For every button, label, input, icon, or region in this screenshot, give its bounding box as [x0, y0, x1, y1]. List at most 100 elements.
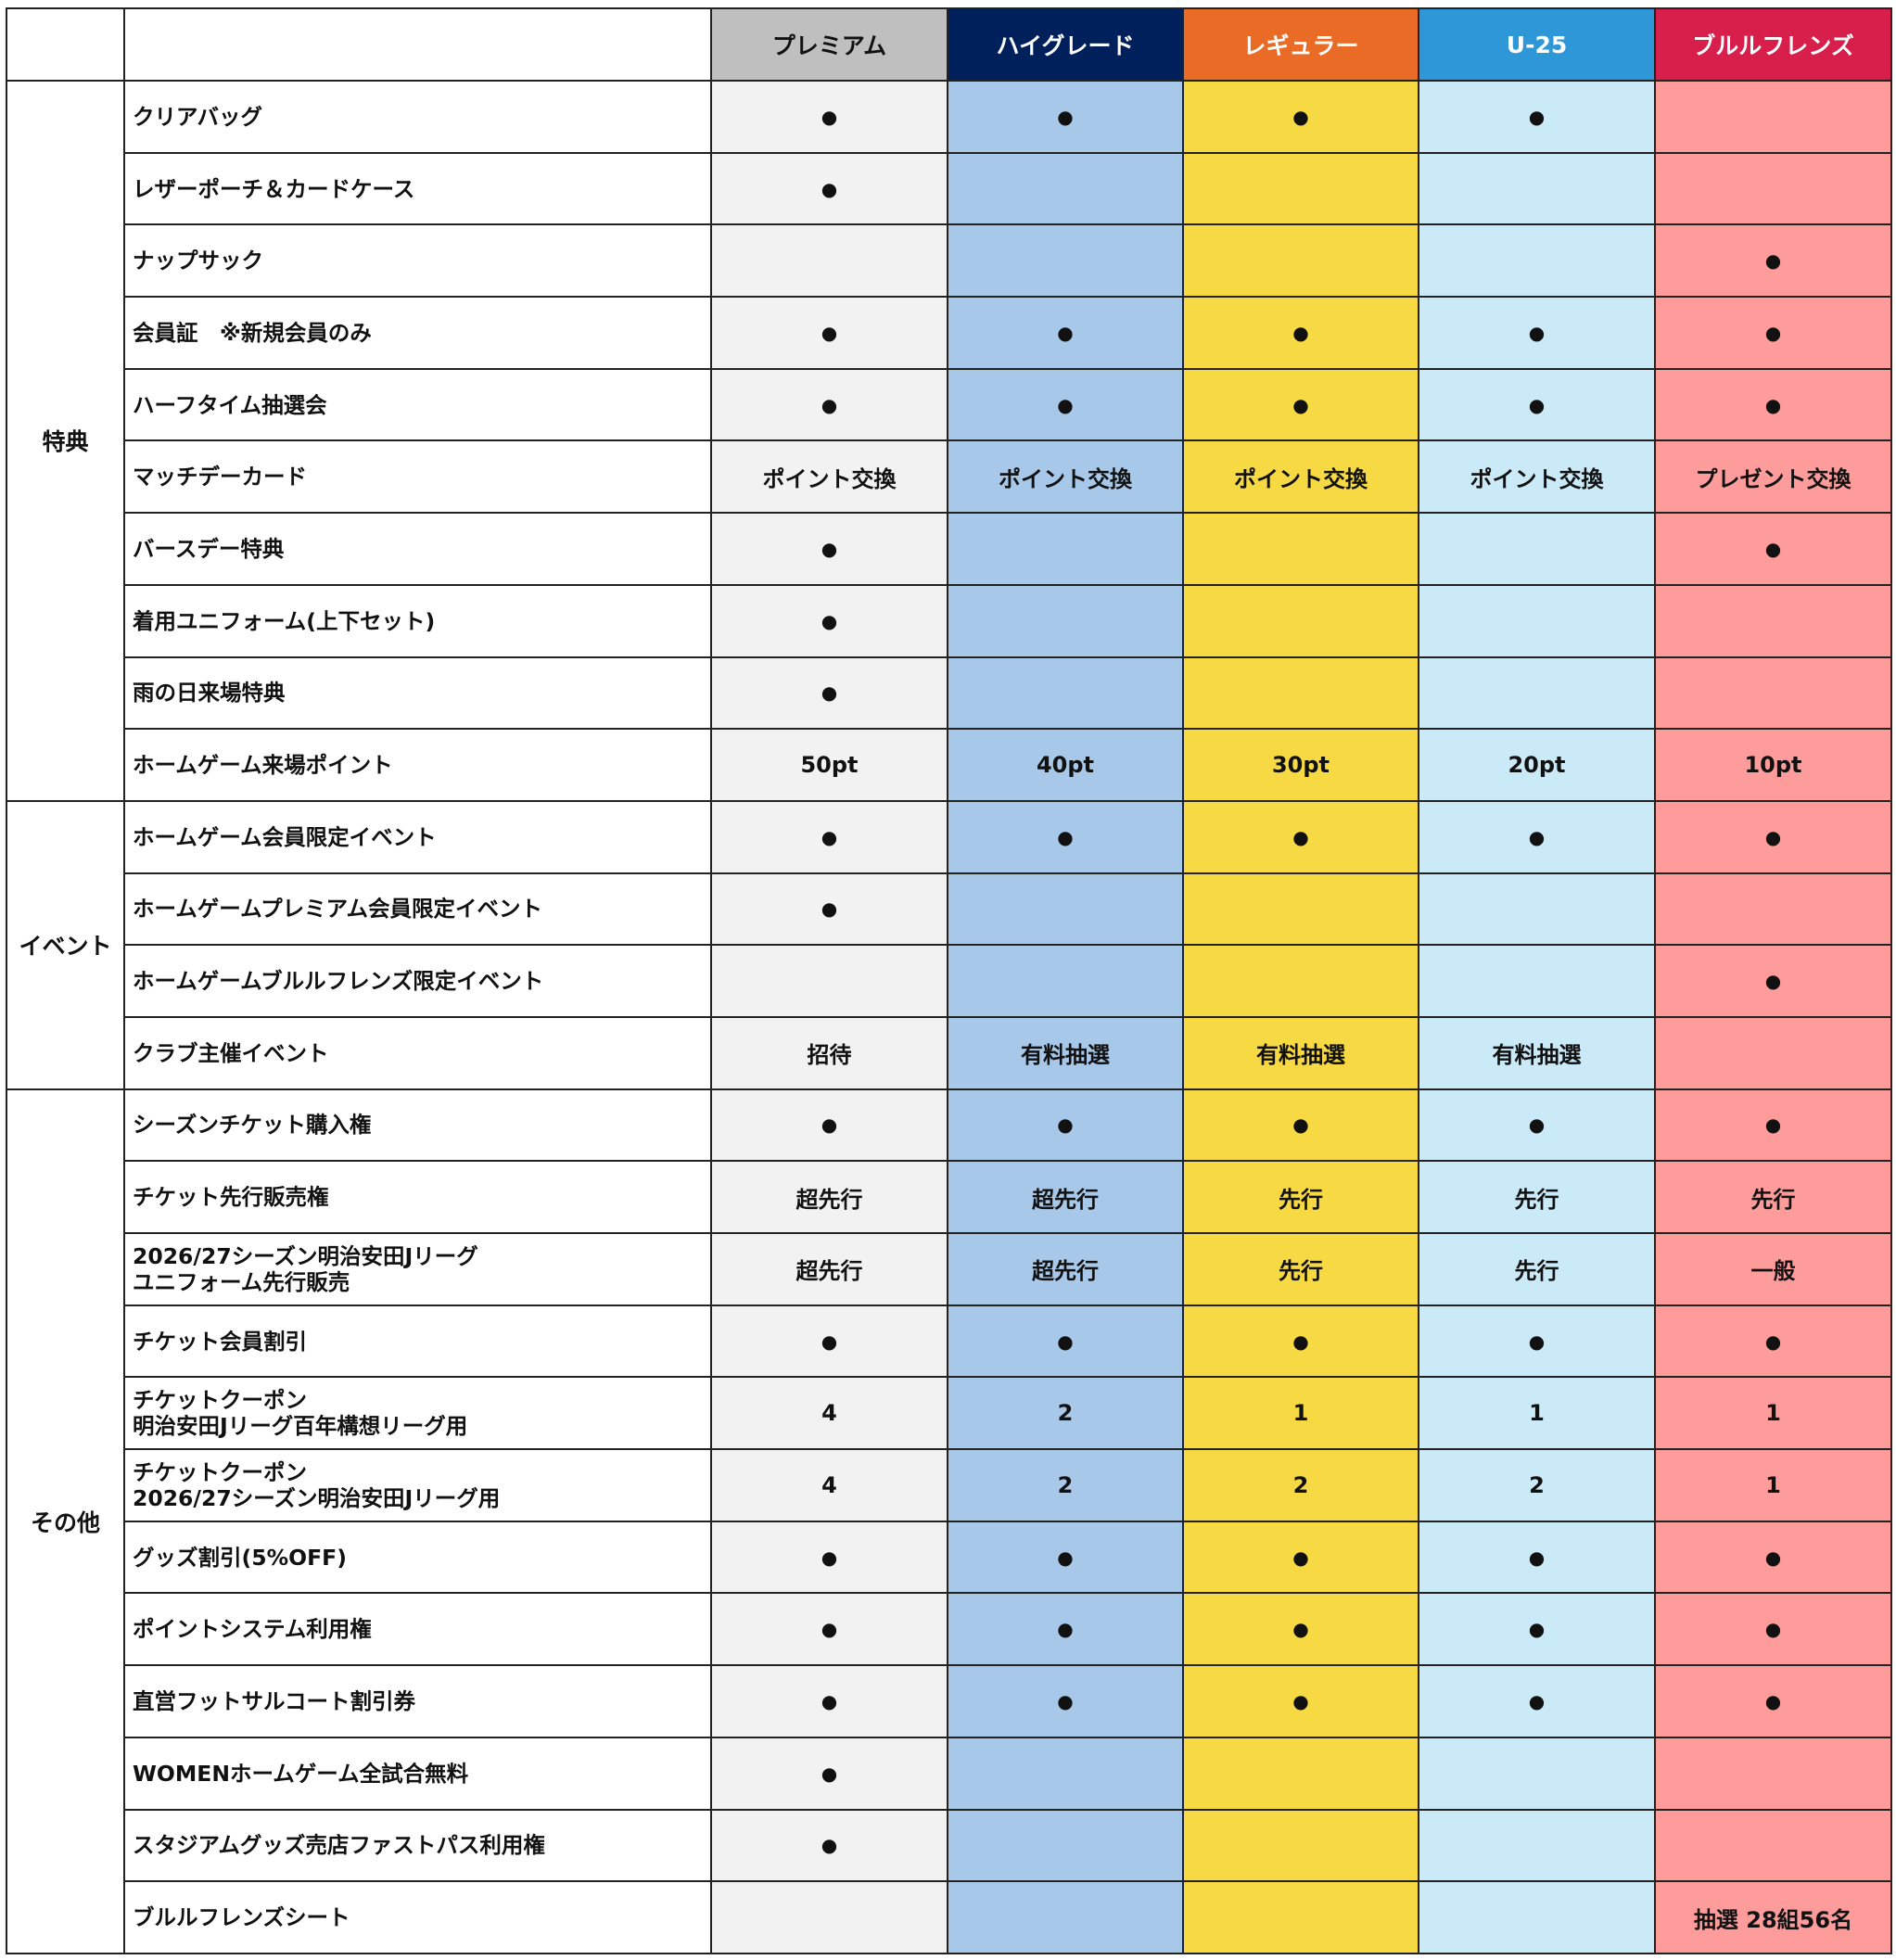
benefit-value: ●	[947, 1304, 1184, 1379]
benefit-label: ホームゲームプレミアム会員限定イベント	[123, 872, 712, 947]
benefit-value	[1654, 872, 1892, 947]
benefit-value: ●	[1418, 80, 1656, 154]
benefit-value: 10pt	[1654, 728, 1892, 802]
benefit-value: ポイント交換	[710, 439, 948, 515]
benefit-value: ●	[1418, 296, 1656, 370]
benefit-label: ナップサック	[123, 223, 712, 299]
table-row: ナップサック ●	[6, 223, 1892, 299]
benefit-value: ●	[710, 1592, 948, 1667]
benefit-value	[1182, 1880, 1419, 1954]
benefit-value: ●	[1654, 1592, 1892, 1667]
benefit-value: ●	[1418, 1088, 1656, 1163]
tier-header-1: ハイグレード	[947, 7, 1184, 82]
benefit-value	[1654, 655, 1892, 731]
benefit-value: ●	[710, 655, 948, 731]
benefit-label: マッチデーカード	[123, 439, 712, 515]
benefit-value: ●	[710, 512, 948, 586]
benefit-value	[1418, 1736, 1656, 1811]
benefit-value: 2	[1418, 1448, 1656, 1522]
benefit-value: ●	[710, 1520, 948, 1595]
benefit-value: 先行	[1182, 1160, 1419, 1234]
benefit-value: 40pt	[947, 728, 1184, 802]
table-row: 着用ユニフォーム(上下セット) ●	[6, 583, 1892, 658]
benefit-value: ●	[1182, 1592, 1419, 1667]
benefit-value: ●	[710, 1736, 948, 1811]
benefit-value: ●	[947, 80, 1184, 154]
benefit-value: ●	[947, 1520, 1184, 1595]
benefit-value: ●	[710, 80, 948, 154]
benefit-value: ●	[1182, 296, 1419, 370]
benefit-value: ●	[1654, 512, 1892, 586]
benefit-value	[1418, 944, 1656, 1018]
benefit-label: バースデー特典	[123, 512, 712, 586]
benefit-value: ●	[710, 1088, 948, 1163]
table-row: 特典 クリアバッグ ● ● ● ●	[6, 80, 1892, 802]
table-row: 直営フットサルコート割引券 ● ● ● ● ●	[6, 1664, 1892, 1738]
benefit-value: ●	[1182, 799, 1419, 874]
table-row: チケット会員割引 ● ● ● ● ●	[6, 1304, 1892, 1379]
benefit-value	[710, 223, 948, 299]
benefit-value: ●	[710, 1664, 948, 1738]
benefit-label: クリアバッグ	[123, 80, 712, 154]
benefit-value: プレゼント交換	[1654, 439, 1892, 515]
benefit-value: 超先行	[947, 1232, 1184, 1306]
table-row: チケットクーポン 明治安田Jリーグ百年構想リーグ用 4 2 1 1 1	[6, 1376, 1892, 1451]
benefit-value: 2	[1182, 1448, 1419, 1522]
benefit-value: ●	[710, 367, 948, 442]
benefit-value: ポイント交換	[1418, 439, 1656, 515]
table-row: クラブ主催イベント 招待 有料抽選 有料抽選 有料抽選	[6, 1015, 1892, 1090]
benefit-value: ●	[1182, 1520, 1419, 1595]
benefit-value: ●	[1182, 80, 1419, 154]
benefit-label: ポイントシステム利用権	[123, 1592, 712, 1667]
benefit-value: 4	[710, 1376, 948, 1451]
benefit-value	[947, 655, 1184, 731]
table-row: ホームゲーム来場ポイント 50pt 40pt 30pt 20pt 10pt	[6, 728, 1892, 802]
tier-header-4: ブルルフレンズ	[1654, 7, 1892, 82]
header-row: プレミアム ハイグレード レギュラー U-25 ブルルフレンズ	[6, 7, 1892, 82]
benefit-value: ●	[947, 799, 1184, 874]
benefit-label: スタジアムグッズ売店ファストパス利用権	[123, 1808, 712, 1883]
benefit-value: 有料抽選	[1418, 1015, 1656, 1090]
benefit-value: ●	[1182, 1664, 1419, 1738]
group-label: その他	[6, 1088, 125, 1954]
benefit-value: 1	[1418, 1376, 1656, 1451]
benefit-value	[1654, 1808, 1892, 1883]
benefit-value: ●	[710, 151, 948, 226]
benefit-value: 超先行	[710, 1160, 948, 1234]
benefit-value: ●	[947, 296, 1184, 370]
benefit-value: 有料抽選	[1182, 1015, 1419, 1090]
benefit-value	[1182, 151, 1419, 226]
table-row: バースデー特典 ● ●	[6, 512, 1892, 586]
benefit-value: 4	[710, 1448, 948, 1522]
benefit-label: 2026/27シーズン明治安田Jリーグ ユニフォーム先行販売	[123, 1232, 712, 1306]
table-body: 特典 クリアバッグ ● ● ● ● レザーポーチ＆カードケース ● ナップサック ● 会員証 ※新規…	[6, 80, 1892, 1954]
table-row: レザーポーチ＆カードケース ●	[6, 151, 1892, 226]
benefit-label: WOMENホームゲーム全試合無料	[123, 1736, 712, 1811]
benefit-value: 先行	[1418, 1160, 1656, 1234]
benefit-value: ●	[1418, 1520, 1656, 1595]
benefit-value: 30pt	[1182, 728, 1419, 802]
benefit-label: クラブ主催イベント	[123, 1015, 712, 1090]
benefit-label: ブルルフレンズシート	[123, 1880, 712, 1954]
benefit-value: 1	[1654, 1448, 1892, 1522]
benefit-value: 先行	[1182, 1232, 1419, 1306]
benefit-label: チケットクーポン 2026/27シーズン明治安田Jリーグ用	[123, 1448, 712, 1522]
benefit-label: ホームゲーム会員限定イベント	[123, 799, 712, 874]
benefit-value: ●	[710, 799, 948, 874]
benefit-value: ●	[1654, 223, 1892, 299]
benefit-value: ●	[710, 872, 948, 947]
table-row: チケット先行販売権 超先行 超先行 先行 先行 先行	[6, 1160, 1892, 1234]
benefit-value: ●	[710, 1304, 948, 1379]
benefit-label: ホームゲーム来場ポイント	[123, 728, 712, 802]
benefit-value: ●	[1182, 1088, 1419, 1163]
benefit-value: ●	[947, 1088, 1184, 1163]
benefit-value	[1654, 1736, 1892, 1811]
table-row: マッチデーカード ポイント交換 ポイント交換 ポイント交換 ポイント交換 プレゼント交換	[6, 439, 1892, 515]
benefit-value	[1418, 1808, 1656, 1883]
benefit-value: ●	[1654, 296, 1892, 370]
benefit-label: 会員証 ※新規会員のみ	[123, 296, 712, 370]
benefit-value	[1654, 1015, 1892, 1090]
benefit-label: ホームゲームブルルフレンズ限定イベント	[123, 944, 712, 1018]
table-row: 雨の日来場特典 ●	[6, 655, 1892, 731]
table-row: ブルルフレンズシート 抽選 28組56名	[6, 1880, 1892, 1954]
